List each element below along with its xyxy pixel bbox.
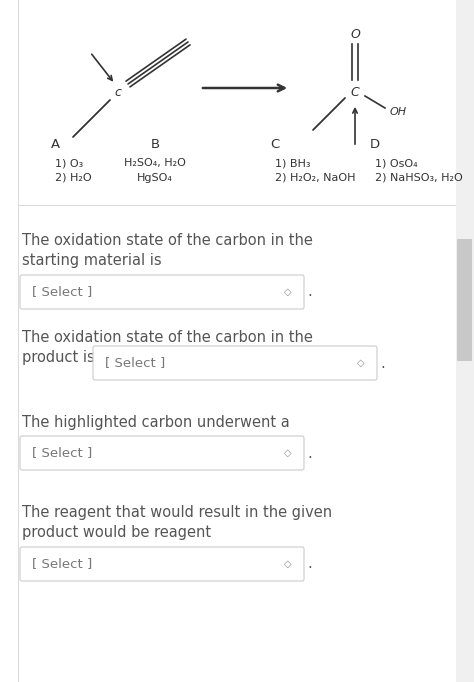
Text: starting material is: starting material is [22, 253, 162, 268]
Text: H₂SO₄, H₂O: H₂SO₄, H₂O [124, 158, 186, 168]
Text: C: C [270, 138, 280, 151]
Text: ◇: ◇ [284, 287, 292, 297]
Text: O: O [350, 27, 360, 40]
Text: C: C [351, 85, 359, 98]
Text: .: . [307, 284, 312, 299]
Text: 2) H₂O: 2) H₂O [55, 173, 91, 183]
Text: The oxidation state of the carbon in the: The oxidation state of the carbon in the [22, 233, 313, 248]
Text: 1) O₃: 1) O₃ [55, 158, 83, 168]
Text: A: A [50, 138, 60, 151]
Text: 1) OsO₄: 1) OsO₄ [375, 158, 418, 168]
Text: c: c [115, 85, 121, 98]
FancyBboxPatch shape [20, 436, 304, 470]
Text: ◇: ◇ [357, 358, 365, 368]
Text: The oxidation state of the carbon in the: The oxidation state of the carbon in the [22, 330, 313, 345]
Bar [456, 0, 474, 682]
Text: The reagent that would result in the given: The reagent that would result in the giv… [22, 505, 332, 520]
Text: .: . [307, 557, 312, 572]
Text: HgSO₄: HgSO₄ [137, 173, 173, 183]
Text: product would be reagent: product would be reagent [22, 525, 211, 540]
Text: D: D [370, 138, 380, 151]
Text: 1) BH₃: 1) BH₃ [275, 158, 310, 168]
Text: .: . [307, 445, 312, 460]
Text: [ Select ]: [ Select ] [32, 557, 92, 571]
Text: product is: product is [22, 350, 95, 365]
Text: .: . [380, 355, 385, 370]
Text: [ Select ]: [ Select ] [32, 286, 92, 299]
Text: 2) H₂O₂, NaOH: 2) H₂O₂, NaOH [275, 173, 356, 183]
Text: ◇: ◇ [284, 448, 292, 458]
FancyBboxPatch shape [457, 239, 472, 361]
Text: The highlighted carbon underwent a: The highlighted carbon underwent a [22, 415, 290, 430]
Text: 2) NaHSO₃, H₂O: 2) NaHSO₃, H₂O [375, 173, 463, 183]
FancyBboxPatch shape [93, 346, 377, 380]
Text: OH: OH [390, 107, 407, 117]
Text: B: B [150, 138, 160, 151]
FancyBboxPatch shape [20, 547, 304, 581]
Text: ◇: ◇ [284, 559, 292, 569]
Text: [ Select ]: [ Select ] [105, 357, 165, 370]
Text: [ Select ]: [ Select ] [32, 447, 92, 460]
FancyBboxPatch shape [20, 275, 304, 309]
